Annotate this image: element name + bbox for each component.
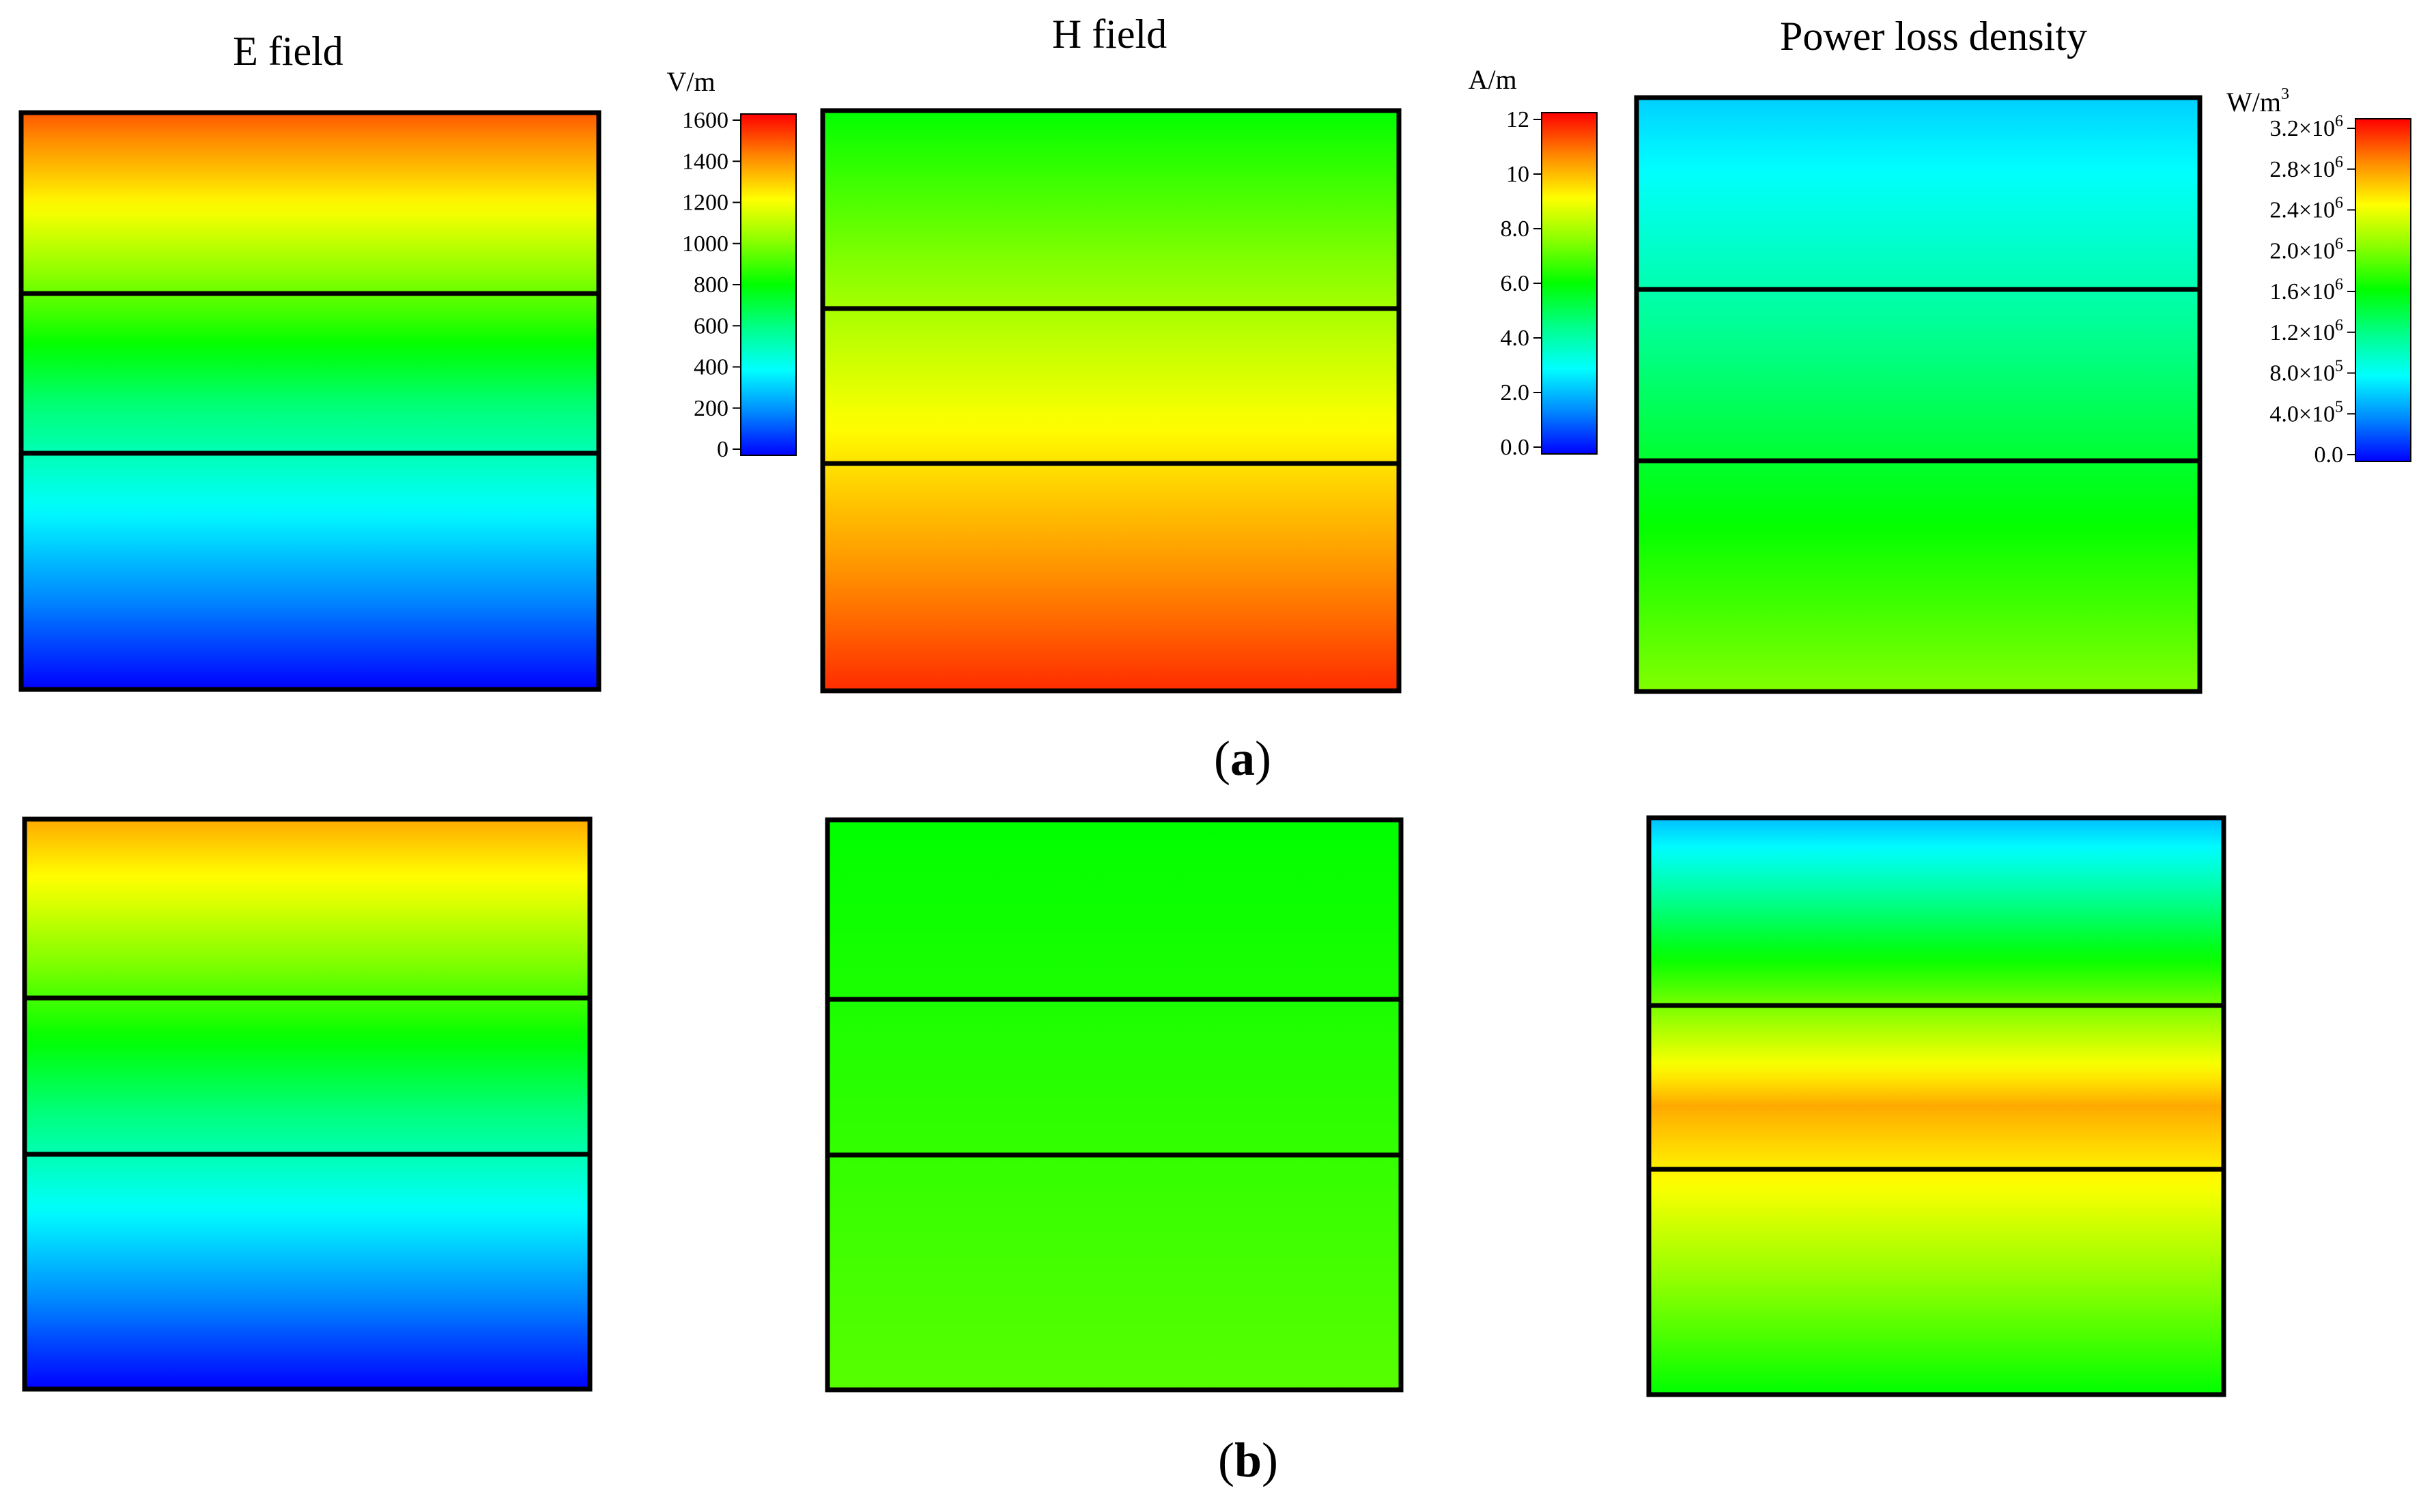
colorbar-tick-label: 1200 (682, 190, 728, 216)
colorbar-tick-label: 0.0 (2314, 442, 2344, 468)
field-map-a-h (823, 111, 1399, 691)
colorbar-p-bar (2355, 118, 2411, 462)
colorbar-tick-label: 1000 (682, 231, 728, 257)
e-field-title: E field (233, 29, 343, 74)
colorbar-tick-label: 2.8×106 (2269, 154, 2343, 182)
panel-frame (22, 816, 593, 1392)
colorbar-e-unit: V/m (666, 66, 715, 97)
panel-a-h-field (820, 108, 1402, 694)
colorbar-tick-label: 3.2×106 (2269, 113, 2343, 141)
colorbar-tick-label: 6.0 (1501, 271, 1530, 296)
field-map-b-h (827, 820, 1401, 1390)
panel-frame (1634, 95, 2203, 694)
colorbar-tick-label: 2.0 (1501, 380, 1530, 405)
power-loss-title: Power loss density (1780, 14, 2087, 59)
panel-frame (1646, 815, 2226, 1397)
panel-frame (820, 108, 1402, 694)
colorbar-h-field: A/m 12 10 8.0 6.0 4.0 2.0 0.0 (1468, 64, 1598, 460)
field-map-a-p (1637, 98, 2200, 691)
colorbar-tick-label: 8.0×105 (2269, 358, 2343, 386)
colorbar-e-bar (740, 113, 797, 456)
colorbar-tick-label: 200 (694, 396, 728, 421)
colorbar-p-unit: W/m3 (2226, 85, 2289, 117)
colorbar-tick-label: 10 (1506, 162, 1529, 187)
field-map-a-e (21, 113, 599, 689)
colorbar-tick-label: 2.4×106 (2269, 195, 2343, 223)
colorbar-tick-label: 1.6×106 (2269, 276, 2343, 304)
panel-a-power-loss (1634, 95, 2203, 694)
colorbar-tick-label: 0 (717, 437, 728, 462)
colorbar-tick-label: 400 (694, 355, 728, 380)
panel-b-h-field (825, 817, 1404, 1393)
panel-b-power-loss (1646, 815, 2226, 1397)
colorbar-tick-label: 4.0×105 (2269, 398, 2343, 427)
colorbar-h-unit: A/m (1468, 64, 1516, 95)
colorbar-tick-label: 1600 (682, 108, 728, 133)
colorbar-tick-label: 0.0 (1501, 435, 1530, 460)
colorbar-tick-label: 1.2×106 (2269, 317, 2343, 345)
caption-b: (b) (1218, 1433, 1278, 1487)
colorbar-tick-label: 600 (694, 313, 728, 339)
colorbar-tick-label: 12 (1506, 107, 1529, 132)
panel-frame (825, 817, 1404, 1393)
colorbar-tick-label: 8.0 (1501, 216, 1530, 242)
colorbar-tick-label: 1400 (682, 149, 728, 174)
caption-a: (a) (1214, 731, 1271, 786)
panel-a-e-field (18, 110, 601, 692)
field-map-b-p (1649, 818, 2224, 1395)
colorbar-tick-label: 4.0 (1501, 326, 1530, 351)
colorbar-tick-label: 2.0×106 (2269, 235, 2343, 263)
colorbar-h-bar (1541, 112, 1598, 455)
field-map-b-e (25, 819, 590, 1389)
colorbar-tick-label: 800 (694, 272, 728, 298)
colorbar-e-field: V/m 1600 1400 1200 1000 800 600 400 200 0 (666, 66, 797, 462)
panel-frame (18, 110, 601, 692)
colorbar-power-loss: W/m3 3.2×106 2.8×106 2.4×106 2.0×106 1.6×106… (2226, 85, 2411, 468)
panel-b-e-field (22, 816, 593, 1392)
h-field-title: H field (1052, 12, 1167, 57)
